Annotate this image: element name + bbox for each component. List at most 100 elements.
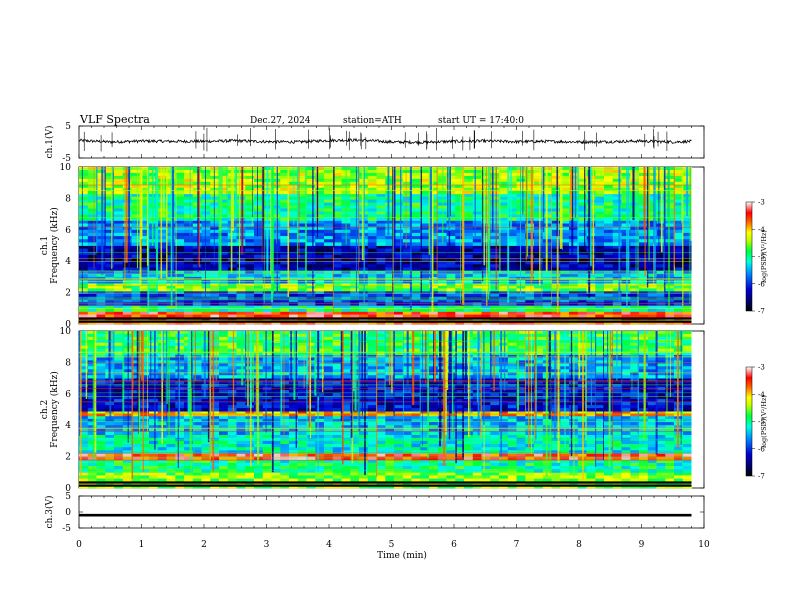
spectrogram-cell bbox=[184, 305, 194, 309]
spectrogram-cell bbox=[201, 196, 211, 201]
spectrogram-cell bbox=[630, 469, 640, 473]
spectrogram-cell bbox=[516, 220, 526, 224]
spectrogram-cell bbox=[376, 475, 386, 479]
spectrogram-cell bbox=[79, 172, 89, 177]
spectrogram-cell bbox=[612, 285, 622, 289]
spectrogram-cell bbox=[315, 283, 325, 287]
spectrogram-cell bbox=[481, 475, 491, 479]
spectrogram-cell bbox=[306, 291, 316, 295]
spectrogram-cell bbox=[350, 264, 360, 268]
spectrogram-cell bbox=[227, 472, 237, 476]
spectrogram-cell bbox=[341, 475, 351, 479]
spectrogram-cell bbox=[262, 469, 272, 473]
spectrogram-cell bbox=[682, 469, 692, 473]
spectrogram-cell bbox=[140, 462, 150, 467]
spectrogram-cell bbox=[499, 305, 509, 309]
spectrogram-cell bbox=[612, 472, 622, 476]
spectrogram-cell bbox=[350, 254, 360, 259]
spectrogram-cell bbox=[87, 229, 97, 234]
spectrogram-cell bbox=[665, 270, 675, 275]
spectrogram-cell bbox=[525, 285, 535, 289]
spectrogram-cell bbox=[411, 239, 421, 243]
spectrogram-cell bbox=[297, 453, 307, 457]
spectrogram-cell bbox=[96, 288, 106, 292]
spectrogram-cell bbox=[219, 293, 229, 298]
spectrogram-cell bbox=[157, 475, 167, 479]
spectrogram-cell bbox=[490, 172, 500, 177]
spectrogram-cell bbox=[499, 456, 509, 461]
spectrogram-cell bbox=[306, 472, 316, 476]
spectrogram-cell bbox=[394, 302, 404, 306]
spectrogram-cell bbox=[262, 305, 272, 309]
spectrogram-cell bbox=[569, 223, 579, 227]
spectrogram-cell bbox=[507, 199, 517, 203]
spectrogram-cell bbox=[525, 305, 535, 309]
spectrogram-cell bbox=[394, 288, 404, 292]
spectrogram-cell bbox=[175, 202, 185, 206]
spectrogram-cell bbox=[472, 299, 482, 303]
spectrogram-cell bbox=[472, 232, 482, 237]
spectrogram-cell bbox=[674, 466, 684, 470]
spectrogram-cell bbox=[420, 288, 430, 292]
spectrogram-cell bbox=[612, 220, 622, 224]
spectrogram-cell bbox=[656, 462, 666, 467]
spectrogram-cell bbox=[210, 296, 220, 300]
spectrogram-cell bbox=[455, 475, 465, 479]
spectrogram-cell bbox=[184, 462, 194, 467]
spectrogram-cell bbox=[402, 273, 412, 278]
spectrogram-cell bbox=[411, 202, 421, 206]
spectrogram-cell bbox=[534, 296, 544, 300]
spectrogram-cell bbox=[306, 283, 316, 287]
spectrogram-cell bbox=[192, 270, 202, 275]
spectrogram-cell bbox=[490, 469, 500, 473]
spectrogram-cell bbox=[481, 469, 491, 473]
spectrogram-cell bbox=[201, 254, 211, 259]
spectrogram-cell bbox=[586, 291, 596, 295]
spectrogram-cell bbox=[192, 302, 202, 306]
spectrogram-cell bbox=[385, 475, 395, 479]
spectrogram-cell bbox=[647, 302, 657, 306]
spectrogram-cell bbox=[219, 305, 229, 309]
spectrogram-cell bbox=[551, 462, 561, 467]
spectrogram-cell bbox=[490, 245, 500, 249]
spectrogram-cell bbox=[105, 475, 115, 479]
spectrogram-cell bbox=[577, 229, 587, 234]
spectrogram-cell bbox=[87, 299, 97, 303]
spectrogram-cell bbox=[210, 302, 220, 306]
spectrogram-cell bbox=[507, 285, 517, 289]
spectrogram-cell bbox=[227, 311, 237, 315]
spectrogram-cell bbox=[350, 236, 360, 240]
spectrogram-cell bbox=[376, 208, 386, 212]
spectrogram-cell bbox=[201, 469, 211, 473]
spectrogram-cell bbox=[446, 466, 456, 470]
spectrogram-cell bbox=[612, 288, 622, 292]
spectrogram-cell bbox=[114, 251, 124, 256]
spectrogram-cell bbox=[630, 466, 640, 470]
spectrogram-cell bbox=[219, 283, 229, 287]
spectrogram-cell bbox=[394, 314, 404, 319]
spectrogram-cell bbox=[315, 270, 325, 275]
spectrogram-cell bbox=[96, 267, 106, 271]
spectrogram-cell bbox=[210, 291, 220, 295]
spectrogram-cell bbox=[446, 293, 456, 298]
spectrogram-cell bbox=[490, 475, 500, 479]
spectrogram-cell bbox=[516, 254, 526, 259]
spectrogram-cell bbox=[236, 236, 246, 240]
spectrogram-cell bbox=[271, 475, 281, 479]
spectrogram-cell bbox=[656, 311, 666, 315]
spectrogram-cell bbox=[472, 236, 482, 240]
spectrogram-cell bbox=[455, 273, 465, 278]
spectrogram-cell bbox=[455, 466, 465, 470]
spectrogram-cell bbox=[87, 226, 97, 231]
spectrogram-cell bbox=[472, 466, 482, 470]
spectrogram-cell bbox=[341, 466, 351, 470]
spectrogram-cell bbox=[464, 288, 474, 292]
spectrogram-cell bbox=[604, 299, 614, 303]
spectrogram-cell bbox=[612, 475, 622, 479]
spectrogram-cell bbox=[394, 308, 404, 312]
spectrogram-cell bbox=[674, 267, 684, 271]
spectrogram-cell bbox=[114, 456, 124, 461]
spectrogram-cell bbox=[604, 205, 614, 209]
spectrogram-cell bbox=[472, 208, 482, 212]
spectrogram-cell bbox=[184, 223, 194, 227]
